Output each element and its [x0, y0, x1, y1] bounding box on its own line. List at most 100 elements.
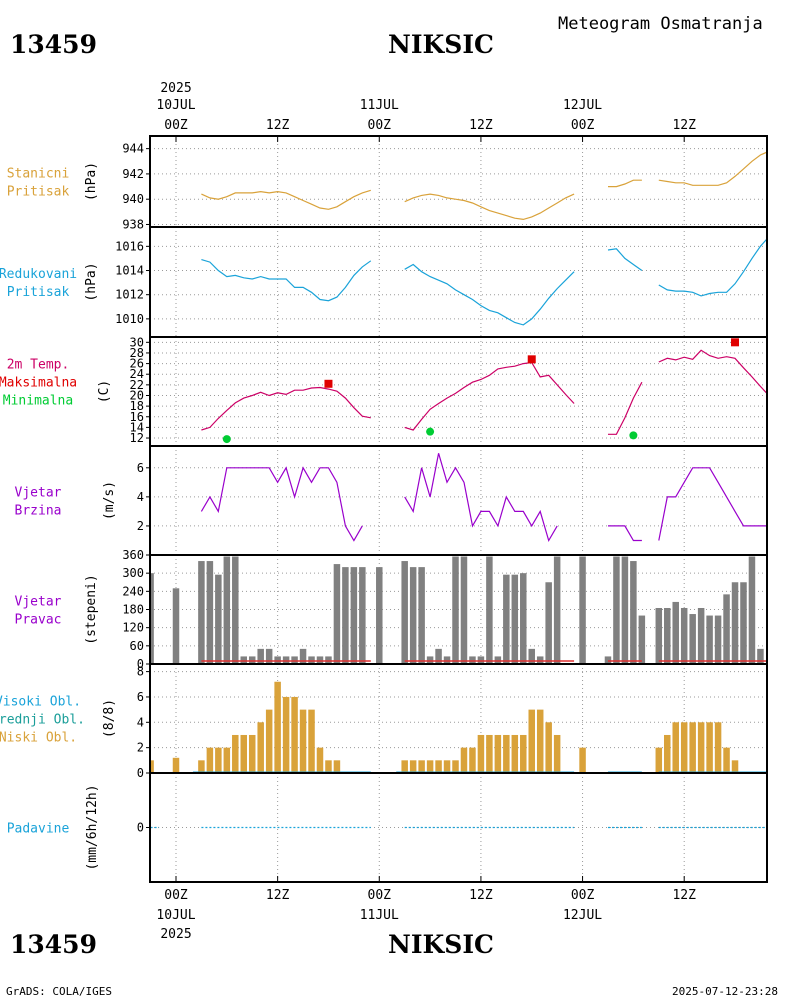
panel-plot-area [150, 664, 767, 773]
bar [579, 747, 586, 773]
panel-plot-area [150, 337, 767, 446]
y-tick-label: 30 [130, 335, 144, 349]
series-line [404, 193, 575, 221]
bar [714, 615, 722, 664]
series-line [608, 381, 643, 435]
bar [621, 556, 629, 664]
bar [460, 556, 468, 664]
bar [757, 648, 764, 664]
grads-credit: GrADS: COLA/IGES [6, 985, 112, 998]
bar [638, 615, 646, 664]
y-axis-label: (mm/6h/12h) [85, 784, 100, 870]
bar [443, 760, 451, 773]
bar [723, 747, 730, 773]
bar [494, 656, 502, 664]
series-line [658, 151, 767, 186]
panel-frame [149, 445, 768, 556]
bar [274, 681, 281, 773]
bar [460, 747, 468, 773]
y-tick-label: 938 [122, 217, 144, 231]
y-tick-label: 120 [122, 621, 144, 635]
max-temp-marker [324, 379, 333, 388]
max-temp-marker [527, 355, 536, 364]
panel-label: Brzina [15, 504, 62, 519]
bar [528, 648, 535, 664]
series-line [608, 179, 642, 188]
panel-wind-direction: 360 300 240 180 120 60 0 (stepeni) Vjetar Pravac [15, 548, 768, 671]
panel-label: Srednji Obl. [0, 713, 85, 728]
y-axis-label: (m/s) [102, 481, 117, 520]
y-tick-label: 6 [137, 461, 144, 475]
station-id-bottom: 13459 [10, 930, 97, 959]
y-tick-label: 1012 [115, 288, 144, 302]
bar [215, 747, 222, 773]
time-label-top: 12Z [266, 118, 290, 133]
y-tick-label: 2 [137, 741, 144, 755]
panel-pressure: 944 942 940 938 (hPa) Stanicni Pritisak [7, 135, 768, 231]
series-line [404, 453, 558, 543]
bar [333, 760, 341, 773]
y-tick-label: 12 [130, 431, 144, 445]
generated-timestamp: 2025-07-12-23:28 [672, 985, 778, 998]
panel-plot-area [150, 555, 767, 664]
bar [486, 734, 493, 773]
panel-plot-area [150, 227, 767, 337]
bar [376, 567, 383, 664]
y-tick-label: 20 [130, 388, 144, 402]
bar [731, 582, 739, 664]
y-axis-label: (C) [97, 380, 112, 403]
bar [198, 760, 205, 773]
y-tick-label: 240 [122, 584, 144, 598]
bar [282, 656, 290, 664]
bar [443, 656, 451, 664]
y-axis-label: (8/8) [102, 699, 117, 738]
panel-cloud-cover: 8 6 4 2 0 (8/8) Visoki Obl. Srednji Obl. Niski O… [0, 663, 768, 780]
bar [706, 722, 713, 773]
y-tick-label: 28 [130, 346, 144, 360]
panel-label: Vjetar [15, 486, 62, 501]
series-line [658, 467, 767, 541]
bar [469, 747, 476, 773]
min-temp-marker [426, 427, 435, 436]
bar [299, 709, 307, 773]
panel-plot-area [150, 446, 767, 555]
bar [316, 656, 324, 664]
time-label-bottom: 12Z [672, 888, 696, 903]
y-tick-label: 0 [137, 766, 144, 780]
bar [731, 760, 739, 773]
y-tick-label: 180 [122, 603, 144, 617]
y-tick-label: 0 [137, 657, 144, 671]
bar [748, 556, 756, 664]
bar [223, 747, 231, 773]
bar [469, 656, 476, 664]
time-label-top: 12Z [672, 118, 696, 133]
panel-label: Padavine [7, 822, 70, 837]
bar [308, 656, 315, 664]
bar [232, 556, 239, 664]
series-line [201, 386, 371, 431]
bar [672, 601, 679, 664]
bar [511, 574, 519, 664]
panel-label: 2m Temp. [7, 358, 70, 373]
y-tick-label: 6 [137, 690, 144, 704]
bar [150, 573, 154, 664]
date-label-bottom: 11JUL [360, 908, 399, 923]
bar [291, 656, 298, 664]
panel-label: Niski Obl. [0, 731, 77, 746]
date-label-bottom: 12JUL [563, 908, 602, 923]
bar [257, 722, 264, 773]
series-line [404, 361, 575, 431]
bar [435, 648, 442, 664]
bar [545, 722, 552, 773]
bar [282, 696, 290, 773]
panel-reduced-pressure: 1016 1014 1012 1010 (hPa) Redukovani Pritisak [0, 226, 768, 338]
bar [401, 561, 408, 664]
bar [723, 594, 730, 664]
bar [172, 757, 180, 773]
y-tick-label: 940 [122, 192, 144, 206]
panel-label: Pritisak [7, 285, 70, 300]
bar [265, 648, 273, 664]
bar [240, 656, 248, 664]
